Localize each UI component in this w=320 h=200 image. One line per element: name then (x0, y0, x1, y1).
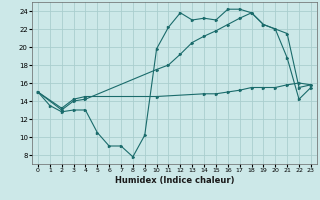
X-axis label: Humidex (Indice chaleur): Humidex (Indice chaleur) (115, 176, 234, 185)
